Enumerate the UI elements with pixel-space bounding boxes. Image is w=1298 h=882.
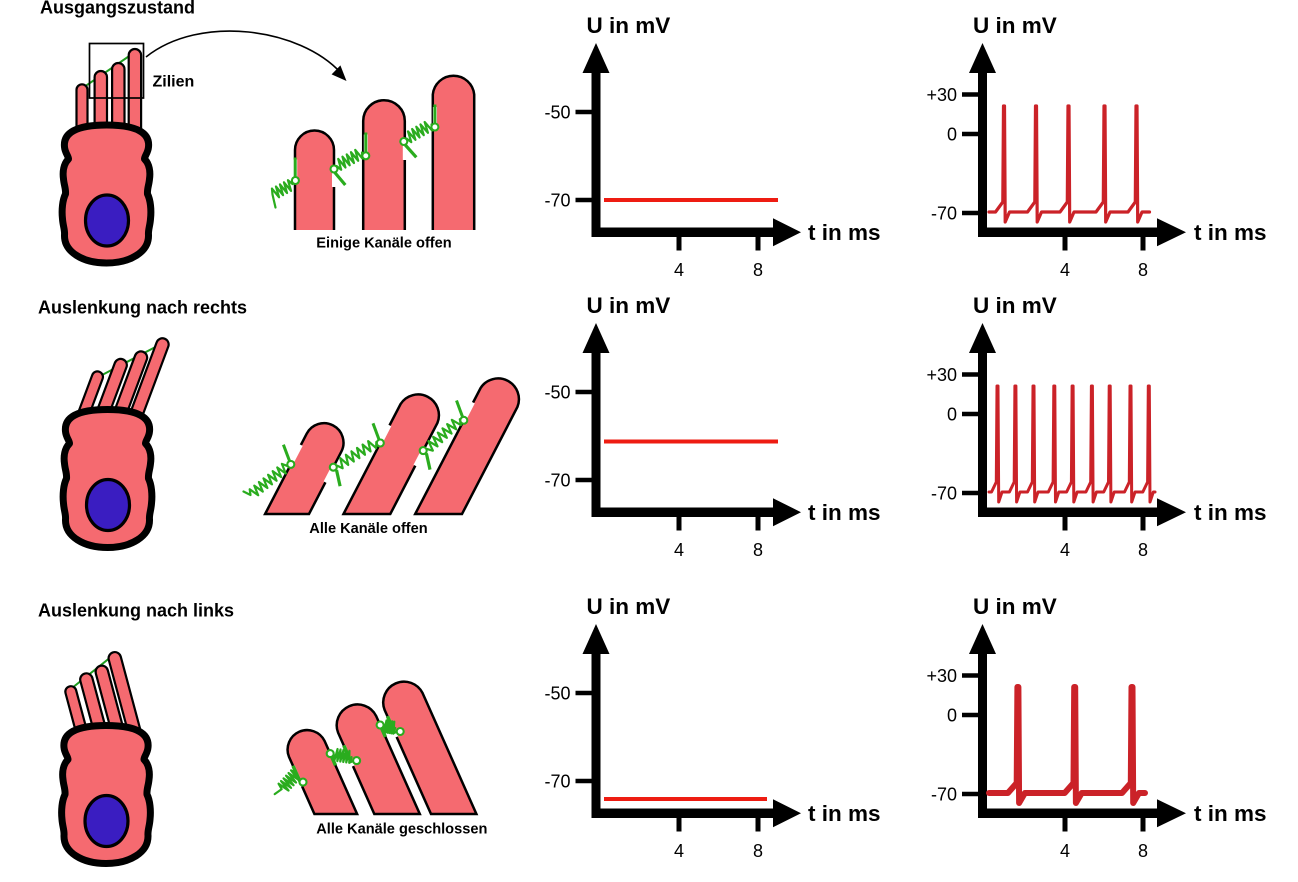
svg-text:8: 8 (1138, 540, 1148, 560)
svg-text:4: 4 (1060, 540, 1070, 560)
svg-text:-50: -50 (544, 684, 570, 704)
svg-text:-70: -70 (931, 204, 957, 224)
svg-text:t in ms: t in ms (808, 801, 881, 826)
svg-text:t in ms: t in ms (1194, 801, 1267, 826)
svg-text:Auslenkung nach rechts: Auslenkung nach rechts (38, 298, 247, 318)
svg-text:-50: -50 (544, 103, 570, 123)
svg-text:U in mV: U in mV (973, 13, 1057, 38)
svg-text:-70: -70 (931, 484, 957, 504)
svg-text:+30: +30 (926, 85, 957, 105)
svg-text:Auslenkung nach links: Auslenkung nach links (38, 601, 234, 621)
svg-text:t in ms: t in ms (1194, 500, 1267, 525)
svg-text:-70: -70 (544, 471, 570, 491)
svg-text:U in mV: U in mV (587, 293, 671, 318)
svg-text:0: 0 (947, 125, 957, 145)
svg-text:t in ms: t in ms (1194, 220, 1267, 245)
svg-text:4: 4 (674, 260, 684, 280)
svg-text:Alle Kanäle geschlossen: Alle Kanäle geschlossen (316, 822, 487, 838)
svg-text:Alle Kanäle offen: Alle Kanäle offen (309, 521, 427, 537)
svg-text:t in ms: t in ms (808, 500, 881, 525)
svg-text:-70: -70 (544, 772, 570, 792)
svg-text:-50: -50 (544, 383, 570, 403)
svg-text:-70: -70 (931, 785, 957, 805)
svg-text:4: 4 (674, 841, 684, 861)
svg-text:Ausgangszustand: Ausgangszustand (40, 0, 195, 18)
svg-text:8: 8 (1138, 841, 1148, 861)
svg-text:0: 0 (947, 706, 957, 726)
svg-text:+30: +30 (926, 365, 957, 385)
svg-text:+30: +30 (926, 666, 957, 686)
svg-text:8: 8 (753, 841, 763, 861)
svg-text:4: 4 (1060, 841, 1070, 861)
svg-text:4: 4 (674, 540, 684, 560)
svg-text:U in mV: U in mV (973, 594, 1057, 619)
svg-text:-70: -70 (544, 191, 570, 211)
svg-text:t in ms: t in ms (808, 220, 881, 245)
svg-text:U in mV: U in mV (587, 13, 671, 38)
svg-text:Einige Kanäle offen: Einige Kanäle offen (316, 236, 452, 252)
svg-text:Zilien: Zilien (153, 74, 195, 91)
svg-text:U in mV: U in mV (973, 293, 1057, 318)
svg-text:0: 0 (947, 405, 957, 425)
svg-text:8: 8 (1138, 260, 1148, 280)
svg-text:8: 8 (753, 540, 763, 560)
svg-text:8: 8 (753, 260, 763, 280)
svg-text:4: 4 (1060, 260, 1070, 280)
svg-text:U in mV: U in mV (587, 594, 671, 619)
